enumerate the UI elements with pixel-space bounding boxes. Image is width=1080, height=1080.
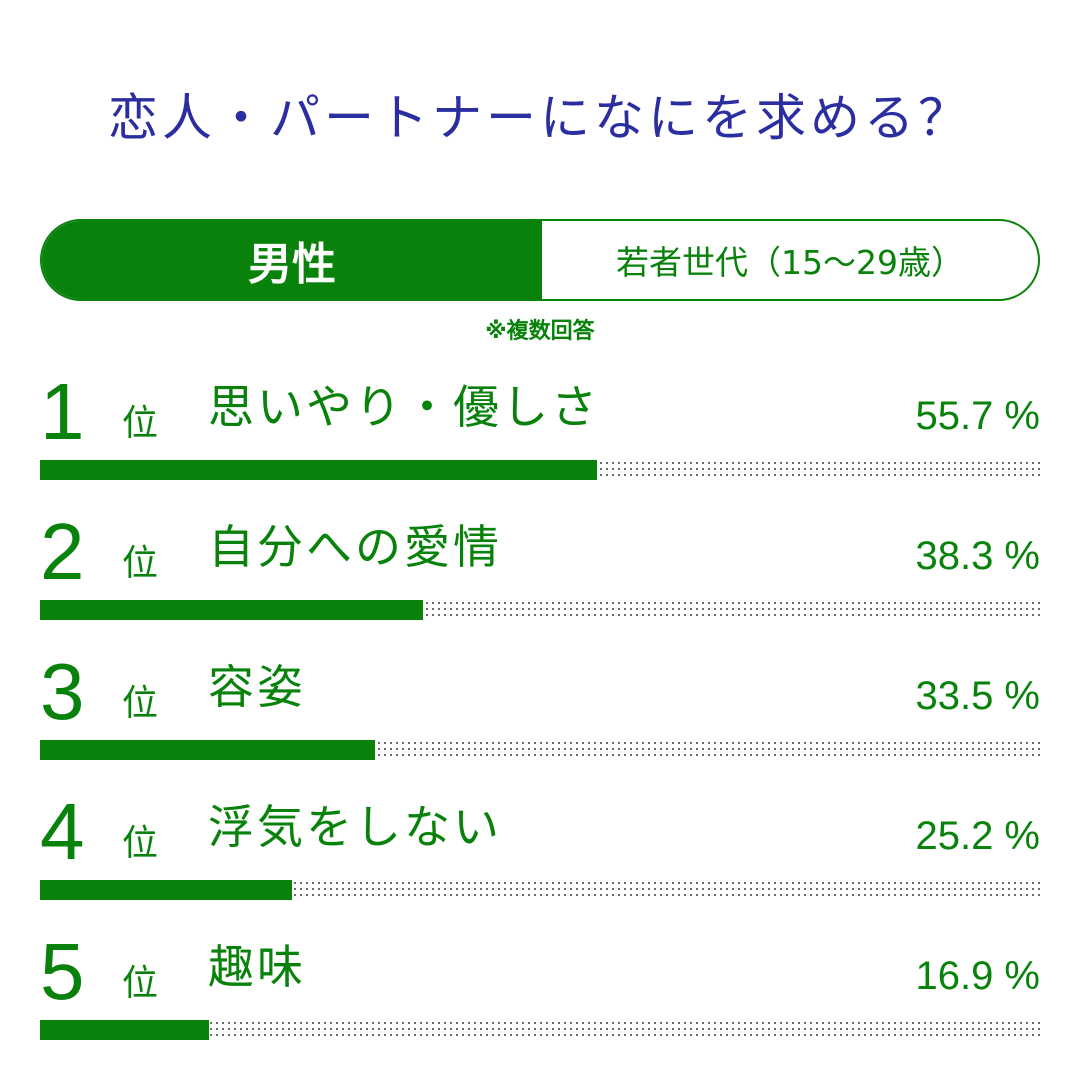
rank-number: 5 (40, 927, 85, 1016)
bar (40, 460, 597, 480)
rank-row: 1 位思いやり・優しさ 55.7 % (40, 372, 1040, 482)
rank-number: 3 (40, 647, 85, 736)
rank-unit: 位 (122, 963, 159, 1004)
rank-unit: 位 (122, 403, 159, 444)
bar-track (40, 460, 1040, 480)
data-label: 33.5 % (915, 674, 1040, 718)
rank-unit: 位 (122, 823, 159, 864)
item-label: 浮気をしない (208, 800, 502, 854)
bar (40, 1020, 209, 1040)
bar (40, 600, 423, 620)
data-label: 25.2 % (915, 814, 1040, 858)
bar (40, 880, 292, 900)
rank-row: 5 位趣味 16.9 % (40, 932, 1040, 1042)
rank-unit: 位 (122, 543, 159, 584)
rank-unit: 位 (122, 683, 159, 724)
data-label: 38.3 % (915, 534, 1040, 578)
rank-row: 4 位浮気をしない 25.2 % (40, 792, 1040, 902)
bar (40, 740, 375, 760)
rank-row: 2 位自分への愛情 38.3 % (40, 512, 1040, 622)
bar-track (40, 1020, 1040, 1040)
rank-row: 3 位容姿 33.5 % (40, 652, 1040, 762)
multiple-answer-note: ※複数回答 (485, 319, 595, 344)
segment-header: 男性 若者世代（15～29歳） (40, 219, 1040, 301)
chart-title: 恋人・パートナーになにを求める？ (108, 89, 972, 147)
bar-track (40, 880, 1040, 900)
item-label: 自分への愛情 (208, 520, 502, 574)
item-label: 容姿 (208, 660, 306, 714)
bar-track (40, 740, 1040, 760)
data-label: 55.7 % (915, 394, 1040, 438)
gender-tab: 男性 (42, 221, 542, 299)
data-label: 16.9 % (915, 954, 1040, 998)
rank-number: 1 (40, 367, 85, 456)
rank-number: 4 (40, 787, 85, 876)
item-label: 趣味 (208, 940, 306, 994)
rank-number: 2 (40, 507, 85, 596)
bar-track (40, 600, 1040, 620)
generation-tab: 若者世代（15～29歳） (616, 243, 964, 282)
item-label: 思いやり・優しさ (208, 380, 600, 434)
